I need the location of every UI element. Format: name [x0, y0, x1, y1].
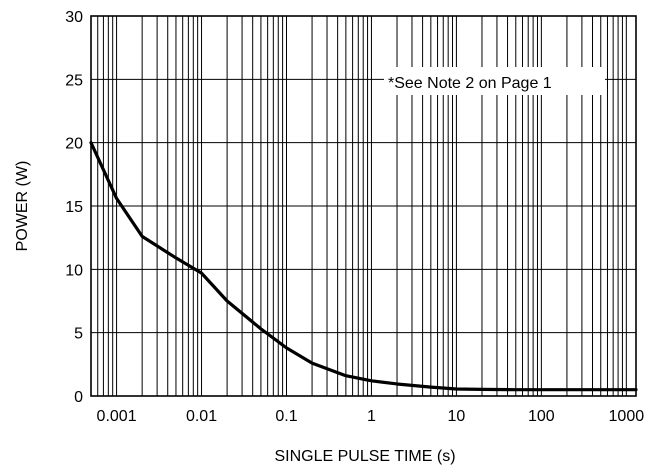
plot-frame	[90, 15, 637, 397]
y-tick-label: 30	[65, 9, 83, 26]
y-tick-label: 5	[74, 326, 83, 343]
series-curve-group	[89, 141, 638, 392]
x-tick-label: 0.01	[186, 408, 217, 425]
y-axis-title: POWER (W)	[14, 161, 31, 252]
x-tick-label: 100	[528, 408, 555, 425]
y-tick-labels: 0 5 10 15 20 25 30	[65, 9, 83, 406]
annotation-text: *See Note 2 on Page 1	[388, 75, 552, 92]
annotation-box: *See Note 2 on Page 1	[384, 67, 605, 95]
x-tick-label: 10	[448, 408, 466, 425]
x-tick-label: 0.1	[275, 408, 297, 425]
y-tick-label: 20	[65, 136, 83, 153]
x-axis-title: SINGLE PULSE TIME (s)	[274, 448, 455, 465]
grid-lines	[91, 15, 636, 397]
x-tick-labels: 0.001 0.01 0.1 1 10 100 1000	[97, 408, 645, 425]
y-tick-label: 15	[65, 199, 83, 216]
x-tick-label: 0.001	[97, 408, 137, 425]
x-tick-label: 1000	[609, 408, 645, 425]
x-tick-label: 1	[367, 408, 376, 425]
annotation-background	[384, 67, 605, 95]
y-tick-label: 0	[74, 389, 83, 406]
plot-area-border	[90, 15, 637, 397]
y-tick-label: 25	[65, 72, 83, 89]
series-line	[89, 141, 638, 392]
y-tick-label: 10	[65, 262, 83, 279]
